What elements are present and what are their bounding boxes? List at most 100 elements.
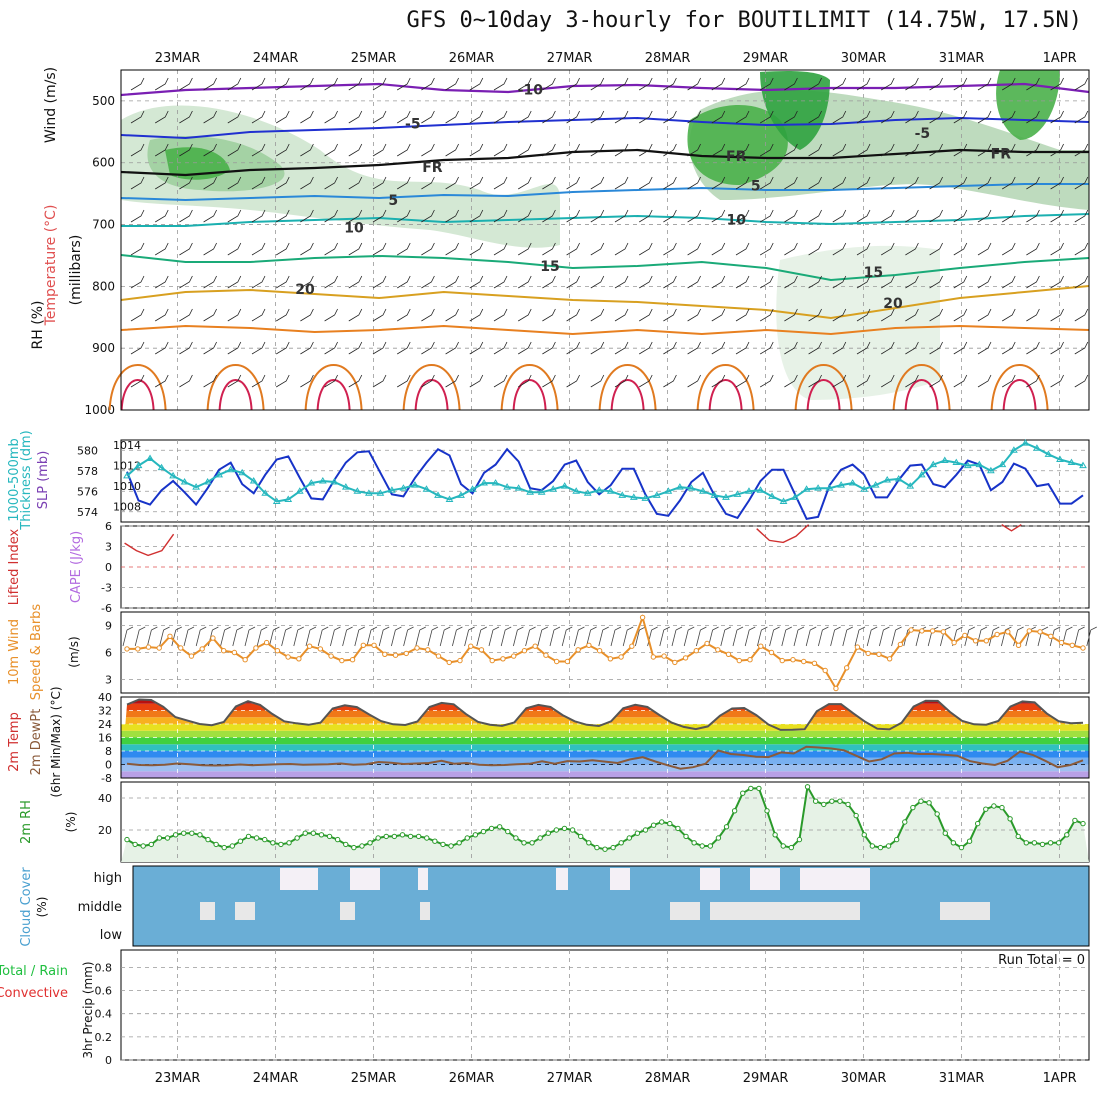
wind-barb (1050, 341, 1064, 355)
wind-barb (154, 242, 169, 256)
isotherm-loop (904, 379, 939, 411)
wind-barb (469, 341, 484, 355)
wind-speed-series-marker (1058, 639, 1065, 646)
wind-barb (517, 275, 532, 289)
thickness-series-marker (664, 487, 673, 494)
wind-barb (905, 110, 919, 124)
rh-series-marker (804, 784, 811, 790)
cloud-gap-mid (940, 902, 990, 920)
thickness-series-marker (675, 483, 684, 490)
wind-barb (348, 374, 363, 388)
wind-barb (251, 341, 266, 355)
rh-series-marker (521, 840, 527, 846)
wind-barb (784, 176, 798, 190)
wind-barb (711, 374, 726, 388)
precip-label-total: Total / Rain (0, 964, 68, 979)
x-tick-label-top: 25MAR (351, 51, 397, 66)
wind-speed-series-marker (231, 649, 238, 656)
wind-barb (300, 176, 314, 190)
wind-barb (179, 242, 193, 256)
rh-series-marker (966, 838, 973, 844)
x-tick-label-bottom: 23MAR (155, 1071, 201, 1086)
wind-barb (638, 77, 653, 91)
wind-barb (179, 275, 193, 289)
rh-tick: 40 (98, 792, 112, 805)
wind-label: Wind (m/s) (43, 67, 59, 143)
cloud-gap-high (556, 868, 568, 890)
wind-barb (542, 275, 556, 289)
wind-barb (759, 341, 774, 355)
thickness-series-marker (837, 481, 846, 488)
wind-barb (977, 341, 992, 355)
wind-barb (469, 374, 484, 388)
wind-barb (1026, 341, 1040, 355)
wind-barb (1001, 176, 1016, 190)
thickness-series-marker (468, 485, 477, 492)
wind-barb (808, 242, 822, 256)
wind-barb (598, 626, 609, 647)
wind-speed-series (124, 614, 1086, 692)
dewpt-series (126, 745, 1084, 770)
rh-series-marker (1072, 817, 1078, 824)
thickness-series-marker (963, 461, 972, 469)
thickness-series-marker (491, 479, 500, 486)
rh-series-marker (148, 841, 155, 848)
isotherm-loop (500, 364, 559, 411)
wind-speed-series-marker (360, 642, 367, 648)
slp-tick: 1014 (113, 439, 141, 452)
wind-speed-series-marker (253, 645, 259, 651)
rh-series-marker (1031, 840, 1038, 846)
temp-series-line (126, 698, 1084, 731)
thickness-series-marker (123, 471, 131, 479)
wind-barb (227, 143, 242, 157)
rh-unit: (%) (64, 812, 78, 833)
wind-barb (866, 626, 878, 647)
wind-barb (614, 275, 629, 289)
wind-barb (427, 626, 439, 647)
wind-barb (856, 110, 871, 124)
wind-barb (203, 143, 217, 157)
rh-series-marker (877, 844, 884, 851)
rh-series-marker (1023, 840, 1029, 846)
wind-barb (300, 143, 314, 157)
wind-barb (542, 176, 556, 190)
thickness-series-marker (261, 489, 270, 496)
wind-barb (566, 143, 580, 157)
wind-barb (396, 275, 411, 289)
wind-barb (732, 626, 744, 647)
thickness-series-marker (295, 487, 304, 494)
wind-barb (711, 242, 726, 256)
wind-barb (856, 209, 871, 223)
rh-series-marker (480, 828, 487, 835)
wind-barb (977, 77, 992, 91)
wind-barb (324, 275, 338, 289)
cloud-gap-high (350, 868, 380, 890)
rh-tick: 20 (98, 824, 112, 837)
cape-label: CAPE (J/kg) (69, 531, 84, 603)
rh-series-marker (837, 798, 843, 804)
rh-series-marker (140, 843, 146, 849)
wind-barb (542, 242, 556, 256)
wind-barb (469, 242, 484, 256)
temp-band (121, 710, 1089, 718)
wind-barb (638, 341, 653, 355)
wind-barb (880, 341, 895, 355)
wind-barb (179, 176, 193, 190)
wind-speed-series-marker (532, 643, 538, 649)
wind-barb (227, 176, 242, 190)
rh-series-marker (788, 844, 795, 851)
wind-barb (977, 110, 992, 124)
lifted-index-line (756, 524, 810, 544)
isotherm-label: FR (991, 146, 1012, 162)
wind-barb (808, 308, 822, 322)
wind-barb (759, 77, 774, 91)
wind-barb (154, 374, 169, 388)
thickness-series-marker (399, 484, 408, 491)
rh-series-marker (359, 843, 365, 849)
rh-series-marker (594, 844, 600, 851)
wind-barb (663, 341, 677, 355)
wind-barb (977, 242, 992, 256)
rh-series-marker (821, 801, 827, 808)
isotherm-loop (892, 364, 951, 411)
li-tick: 3 (105, 541, 112, 554)
